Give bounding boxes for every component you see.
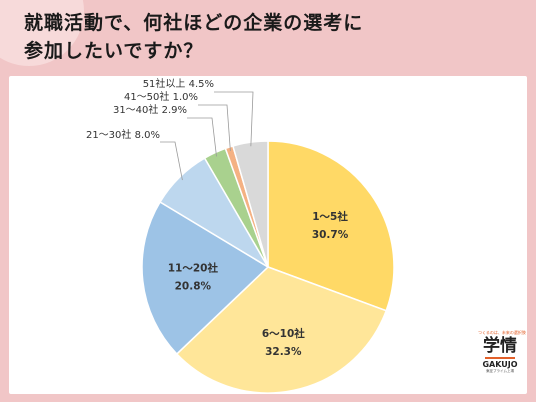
leader-line — [187, 117, 217, 157]
logo-tagline: つくるのは、未来の選択肢 — [478, 330, 526, 335]
pie-chart: 1～5社 30.7% 6～10社 32.3% 11～20社 20.8% 21～30社 8.0… — [86, 77, 395, 394]
slice-label: 1～5社 — [312, 210, 348, 223]
gakujo-logo: つくるのは、未来の選択肢 学情 GAKUJO 東証プライム上場 — [478, 330, 526, 394]
slice-outside-label: 21～30社 8.0% — [86, 128, 160, 141]
slice-value-label: 30.7% — [312, 229, 349, 241]
leader-line — [214, 91, 254, 147]
slice-value-label: 32.3% — [265, 346, 302, 358]
slice-outside-label: 41～50社 1.0% — [124, 90, 198, 103]
page-title: 就職活動で、何社ほどの企業の選考に 参加したいですか？ — [24, 9, 363, 65]
leader-line — [198, 104, 231, 151]
slice-outside-label: 51社以上 4.5% — [143, 77, 214, 90]
logo-sub-text: GAKUJO — [482, 360, 518, 369]
title-line-1: 就職活動で、何社ほどの企業の選考に — [24, 12, 364, 34]
slice-value-label: 20.8% — [175, 280, 212, 292]
slice-label: 11～20社 — [168, 261, 219, 274]
title-line-2: 参加したいですか？ — [24, 40, 204, 62]
logo-divider — [485, 357, 515, 359]
pie-slice — [267, 140, 395, 312]
logo-main-text: 学情 — [483, 336, 517, 356]
pie-slice — [231, 140, 269, 268]
pie-slice — [175, 266, 388, 394]
pie-slice — [141, 200, 270, 356]
logo-small-text: 東証プライム上場 — [486, 369, 514, 373]
slice-label: 6～10社 — [262, 327, 305, 340]
slice-outside-label: 31～40社 2.9% — [113, 103, 187, 116]
chart-card: 1～5社 30.7% 6～10社 32.3% 11～20社 20.8% 21～30社 8.0… — [9, 76, 527, 394]
leader-line — [160, 141, 183, 181]
